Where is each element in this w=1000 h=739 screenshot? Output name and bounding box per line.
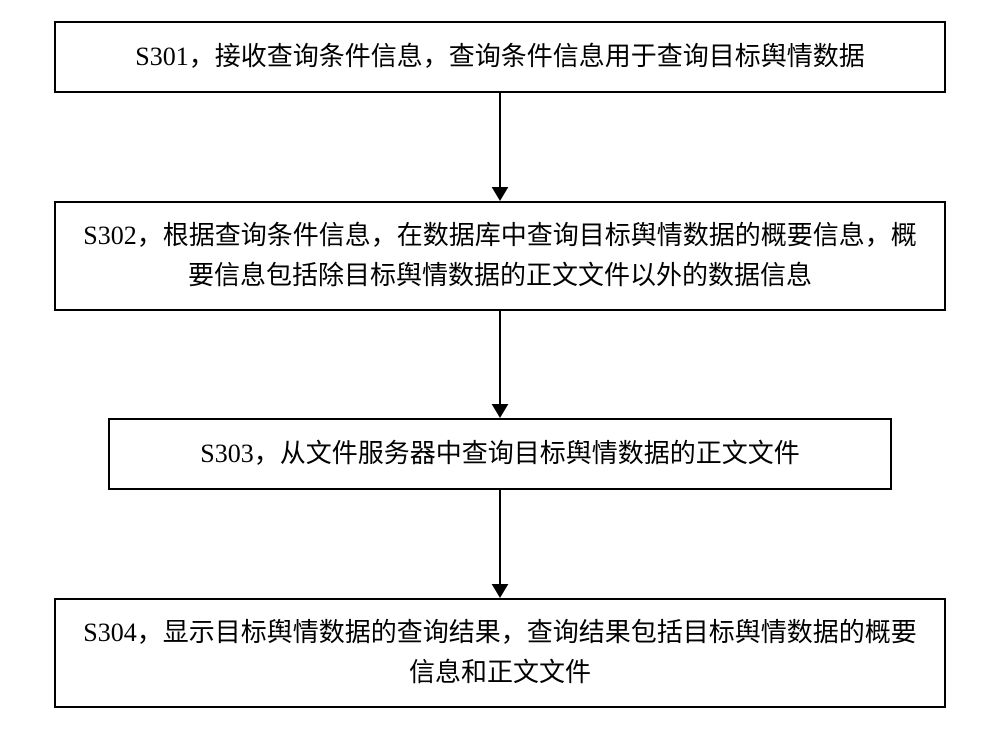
flow-node-text: S302，根据查询条件信息，在数据库中查询目标舆情数据的概要信息，概要信息包括除… [78,216,922,297]
flow-arrow-3 [486,490,514,598]
flow-arrow-2 [486,311,514,418]
flow-node-s304: S304，显示目标舆情数据的查询结果，查询结果包括目标舆情数据的概要信息和正文文… [54,598,946,708]
flowchart-canvas: S301，接收查询条件信息，查询条件信息用于查询目标舆情数据 S302，根据查询条… [0,0,1000,739]
flow-node-s301: S301，接收查询条件信息，查询条件信息用于查询目标舆情数据 [54,21,946,93]
flow-node-s303: S303，从文件服务器中查询目标舆情数据的正文文件 [108,418,892,490]
flow-node-text: S301，接收查询条件信息，查询条件信息用于查询目标舆情数据 [135,37,864,77]
flow-node-s302: S302，根据查询条件信息，在数据库中查询目标舆情数据的概要信息，概要信息包括除… [54,201,946,311]
flow-arrow-1 [486,93,514,201]
flow-node-text: S303，从文件服务器中查询目标舆情数据的正文文件 [200,434,799,474]
flow-node-text: S304，显示目标舆情数据的查询结果，查询结果包括目标舆情数据的概要信息和正文文… [78,613,922,694]
